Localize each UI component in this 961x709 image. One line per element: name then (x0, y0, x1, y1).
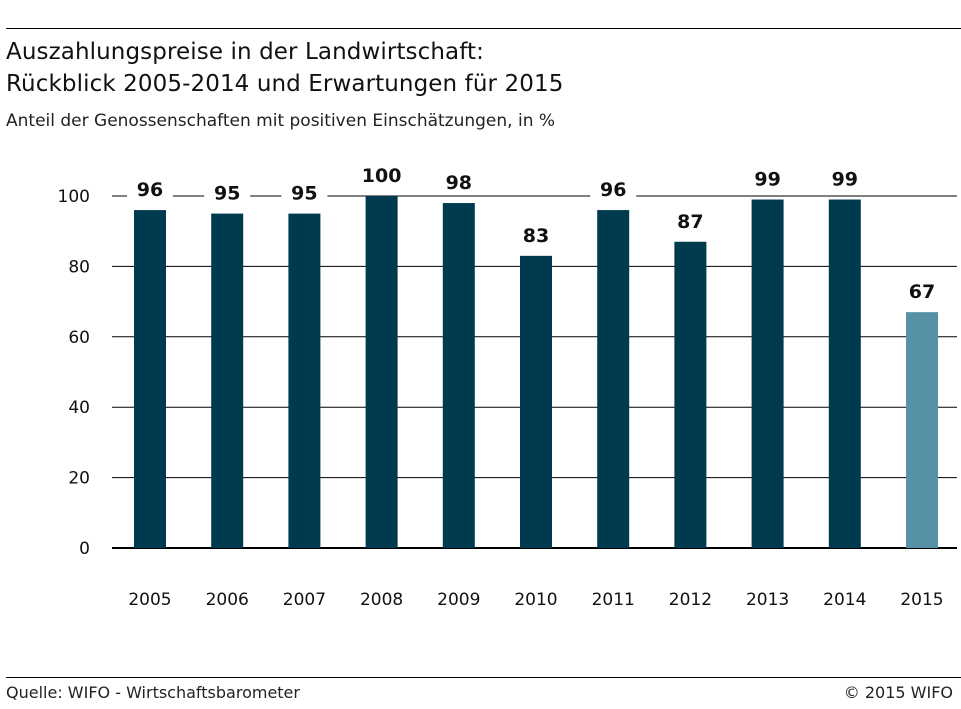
bar (211, 213, 244, 548)
x-tick-label: 2006 (206, 590, 249, 610)
data-label: 100 (362, 165, 402, 187)
chart-title-line-1: Auszahlungspreise in der Landwirtschaft: (6, 39, 485, 65)
bar (674, 241, 707, 548)
y-tick-label: 100 (58, 187, 90, 207)
x-tick-label: 2014 (823, 590, 866, 610)
data-label-background (204, 181, 251, 206)
y-tick-label: 40 (68, 398, 90, 418)
x-tick-label: 2013 (746, 590, 789, 610)
chart-title: Auszahlungspreise in der Landwirtschaft:… (6, 36, 563, 100)
bar (288, 213, 321, 548)
data-label: 99 (832, 169, 858, 191)
bottom-rule (6, 677, 961, 678)
x-tick-label: 2012 (669, 590, 712, 610)
y-tick-label: 0 (79, 539, 90, 559)
data-label-background (281, 181, 328, 206)
data-label-background (435, 171, 482, 196)
chart-subtitle: Anteil der Genossenschaften mit positive… (6, 111, 556, 131)
data-label-background (667, 209, 714, 234)
x-tick-label: 2007 (283, 590, 326, 610)
data-label: 95 (291, 183, 317, 205)
data-label: 98 (446, 172, 472, 194)
bar (134, 210, 166, 548)
x-tick-label: 2008 (360, 590, 403, 610)
y-tick-label: 60 (68, 328, 90, 348)
data-label-background (127, 178, 173, 203)
y-tick-label: 80 (68, 257, 90, 277)
data-label: 87 (677, 211, 703, 233)
source-note: Quelle: WIFO - Wirtschaftsbarometer (6, 683, 300, 702)
x-tick-label: 2005 (128, 590, 171, 610)
bar (520, 255, 552, 548)
x-tick-label: 2009 (437, 590, 480, 610)
data-label: 95 (214, 183, 240, 205)
bar (442, 203, 475, 549)
data-label-background (513, 223, 559, 248)
data-label: 96 (600, 179, 626, 201)
bar-expectation (906, 312, 938, 548)
data-label: 99 (754, 169, 780, 191)
copyright-note: © 2015 WIFO (843, 683, 953, 702)
chart-title-line-2: Rückblick 2005-2014 und Erwartungen für … (6, 71, 564, 97)
bar (597, 210, 630, 548)
data-label: 83 (523, 225, 549, 247)
bar (751, 199, 784, 548)
data-label: 67 (909, 281, 935, 303)
data-label: 96 (137, 179, 163, 201)
data-label-background (744, 167, 791, 192)
data-label-background (821, 167, 868, 192)
y-tick-label: 20 (68, 469, 90, 489)
x-tick-label: 2015 (900, 590, 943, 610)
data-label-background (590, 178, 637, 203)
data-label-background (899, 280, 945, 305)
data-label-background (358, 164, 405, 188)
top-rule (6, 28, 961, 29)
x-tick-label: 2010 (514, 590, 557, 610)
bar (828, 199, 861, 548)
bar (365, 196, 398, 548)
x-tick-label: 2011 (592, 590, 635, 610)
